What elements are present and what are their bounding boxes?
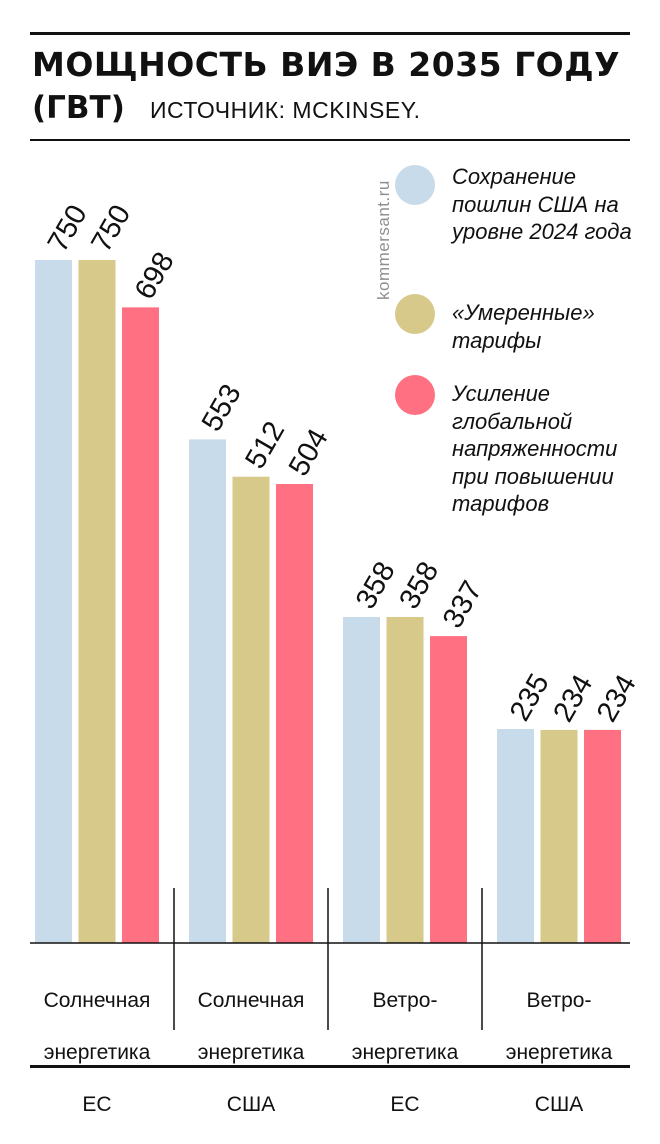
category-label-4-line-3: США bbox=[534, 1093, 584, 1116]
category-label-4-line-1: Ветро- bbox=[526, 989, 592, 1012]
top-rule bbox=[30, 32, 630, 35]
value-label-3-3: 337 bbox=[437, 576, 489, 634]
category-label-2: Солнечная энергетика США bbox=[176, 962, 326, 1144]
value-label-2-1: 553 bbox=[196, 379, 248, 437]
category-label-3-line-1: Ветро- bbox=[372, 989, 438, 1012]
value-label-3-1: 358 bbox=[350, 557, 402, 615]
chart-title: МОЩНОСТЬ ВИЭ В 2035 ГОДУ bbox=[32, 45, 621, 84]
legend-swatch-2 bbox=[395, 294, 435, 334]
value-label-4-3: 234 bbox=[591, 669, 643, 727]
bar-4-series-1 bbox=[497, 728, 534, 943]
value-label-4-2: 234 bbox=[547, 669, 599, 727]
category-label-2-line-3: США bbox=[226, 1093, 276, 1116]
value-label-1-2: 750 bbox=[85, 200, 137, 258]
category-label-3-line-2: энергетика bbox=[351, 1041, 459, 1064]
category-label-1-line-2: энергетика bbox=[43, 1041, 151, 1064]
value-label-3-2: 358 bbox=[393, 557, 445, 615]
legend-swatch-3 bbox=[395, 375, 435, 415]
category-label-3-line-3: ЕС bbox=[390, 1093, 420, 1116]
legend-label-3: Усиление глобальной напряженности при по… bbox=[452, 381, 618, 516]
bar-2-series-1 bbox=[189, 439, 226, 943]
chart-unit: (ГВТ) bbox=[32, 90, 125, 126]
bar-3-series-2 bbox=[386, 616, 424, 943]
value-label-1-1: 750 bbox=[42, 200, 94, 258]
bar-1-series-2 bbox=[78, 260, 116, 943]
bar-1-series-1 bbox=[35, 260, 72, 943]
bar-2-series-2 bbox=[232, 476, 270, 943]
bottom-rule bbox=[30, 1065, 630, 1068]
legend-swatch-1 bbox=[395, 165, 435, 205]
value-label-1-3: 698 bbox=[129, 247, 181, 305]
bar-1-series-3 bbox=[122, 307, 159, 943]
category-label-2-line-2: энергетика bbox=[197, 1041, 305, 1064]
bar-4-series-2 bbox=[540, 729, 578, 943]
header-divider bbox=[30, 139, 630, 141]
category-label-1-line-1: Солнечная bbox=[43, 989, 151, 1012]
value-label-4-1: 235 bbox=[504, 669, 556, 727]
category-label-4: Ветро- энергетика США bbox=[484, 962, 634, 1144]
bar-3-series-3 bbox=[430, 636, 467, 943]
bar-4-series-3 bbox=[584, 729, 621, 943]
bar-2-series-3 bbox=[276, 484, 313, 943]
legend-label-2: «Умеренные» тарифы bbox=[452, 300, 595, 353]
bar-3-series-1 bbox=[343, 616, 380, 943]
chart-source: ИСТОЧНИК: MCKINSEY. bbox=[150, 97, 421, 123]
category-label-1: Солнечная энергетика ЕС bbox=[22, 962, 172, 1144]
legend-label-1: Сохранение пошлин США на уровне 2024 год… bbox=[452, 164, 632, 244]
category-label-4-line-2: энергетика bbox=[505, 1041, 613, 1064]
category-label-2-line-1: Солнечная bbox=[197, 989, 305, 1012]
category-label-1-line-3: ЕС bbox=[82, 1093, 112, 1116]
category-label-3: Ветро- энергетика ЕС bbox=[330, 962, 480, 1144]
